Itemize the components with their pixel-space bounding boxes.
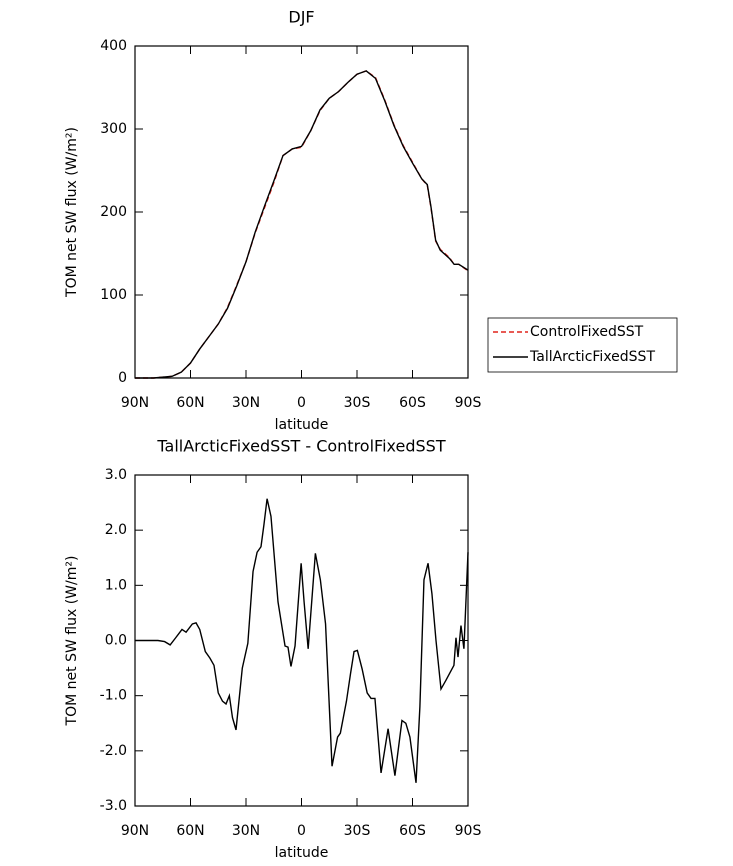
x-tick-label: 90S [455,395,482,411]
plot-frame [134,45,469,379]
y-tick-label: 1.0 [105,577,127,593]
y-tick-label: 200 [100,204,127,220]
chart-title: DJF [288,8,314,27]
plot-frame [134,474,469,807]
y-tick-label: -2.0 [100,743,127,759]
x-tick-label: 60N [176,395,204,411]
y-tick-label: -1.0 [100,688,127,704]
x-tick-label: 30N [232,823,260,839]
x-axis-label: latitude [275,417,329,433]
y-axis-label: TOM net SW flux (W/m²) [64,127,80,298]
data-line [135,70,469,379]
y-tick-label: 100 [100,287,127,303]
y-tick-label: 400 [100,38,127,54]
legend-box [487,317,678,373]
x-tick-label: 90N [121,823,149,839]
x-tick-label: 60S [399,823,426,839]
x-tick-label: 0 [297,395,306,411]
x-tick-label: 90N [121,395,149,411]
x-tick-label: 90S [455,823,482,839]
chart-title: TallArcticFixedSST - ControlFixedSST [156,437,445,456]
y-tick-label: 3.0 [105,467,127,483]
x-tick-label: 30S [344,823,371,839]
x-tick-label: 60N [176,823,204,839]
x-tick-label: 30N [232,395,260,411]
data-line [135,70,469,379]
x-tick-label: 60S [399,395,426,411]
legend-label: TallArcticFixedSST [529,349,655,365]
y-tick-label: -3.0 [100,798,127,814]
y-tick-label: 0.0 [105,633,127,649]
y-axis-label: TOM net SW flux (W/m²) [64,556,80,727]
y-tick-label: 0 [118,370,127,386]
y-tick-label: 300 [100,121,127,137]
y-tick-label: 2.0 [105,522,127,538]
x-tick-label: 0 [297,823,306,839]
data-line [135,498,469,783]
x-axis-label: latitude [275,845,329,861]
x-tick-label: 30S [344,395,371,411]
legend-label: ControlFixedSST [530,324,644,340]
